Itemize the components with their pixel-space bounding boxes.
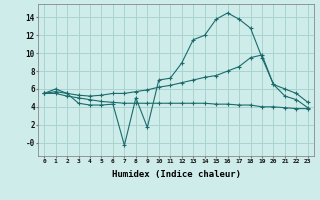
X-axis label: Humidex (Indice chaleur): Humidex (Indice chaleur) (111, 170, 241, 179)
